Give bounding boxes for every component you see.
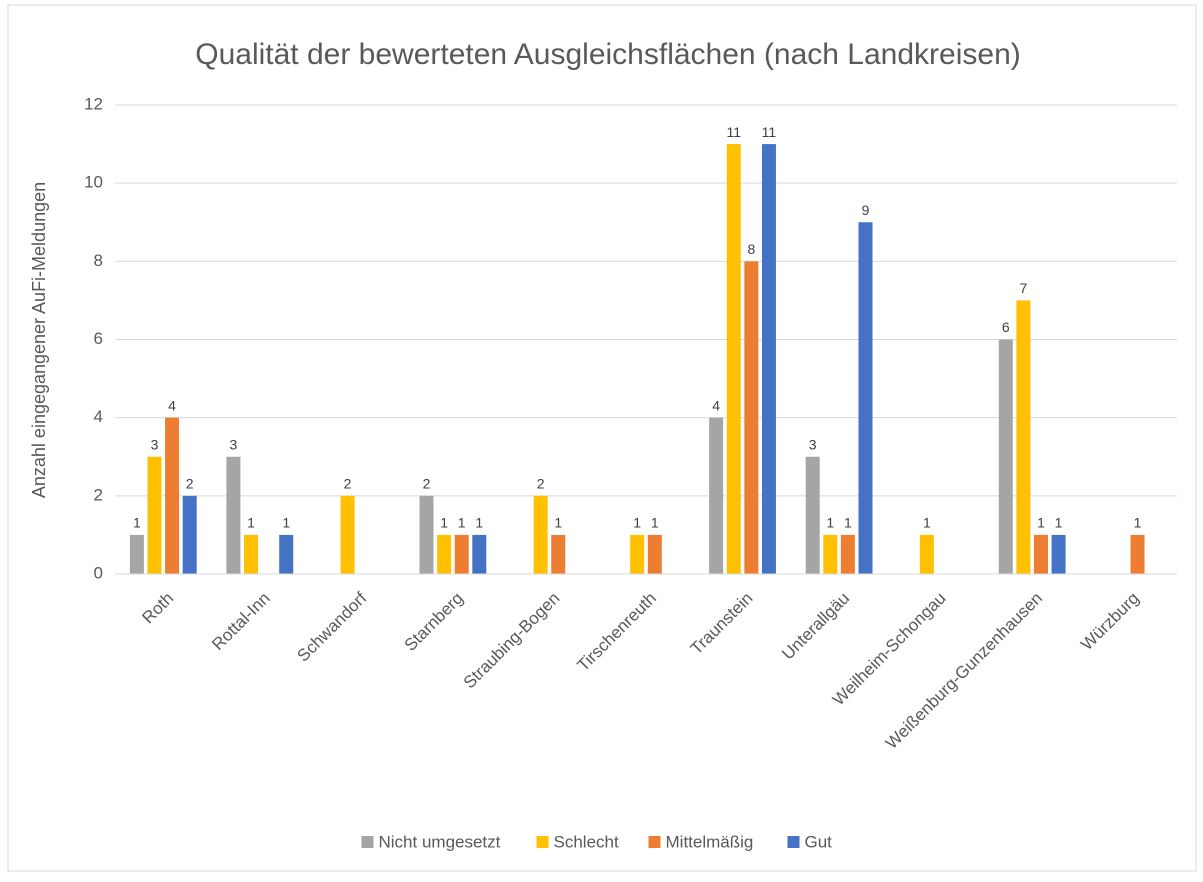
data-label: 1 xyxy=(458,515,466,531)
bar xyxy=(823,534,838,574)
bar xyxy=(419,495,434,574)
data-label: 1 xyxy=(1134,515,1142,531)
legend-label: Gut xyxy=(805,832,833,851)
data-label: 2 xyxy=(344,476,352,492)
y-tick-label: 6 xyxy=(94,329,103,348)
bar xyxy=(533,495,548,574)
chart-title: Qualität der bewerteten Ausgleichsfläche… xyxy=(195,38,1021,71)
bar xyxy=(340,495,355,574)
data-label: 3 xyxy=(151,436,159,452)
legend-label: Nicht umgesetzt xyxy=(379,832,501,851)
data-label: 1 xyxy=(133,515,141,531)
chart-border xyxy=(7,4,1197,872)
bar xyxy=(147,456,162,574)
data-label: 1 xyxy=(1037,515,1045,531)
data-label: 7 xyxy=(1019,280,1027,296)
bar xyxy=(761,144,776,575)
y-tick-label: 10 xyxy=(84,173,103,192)
data-label: 4 xyxy=(712,397,720,413)
bar xyxy=(454,534,469,574)
bar xyxy=(129,534,144,574)
data-label: 1 xyxy=(651,515,659,531)
y-tick-label: 12 xyxy=(84,94,103,113)
bar xyxy=(858,222,873,574)
data-label: 1 xyxy=(282,515,290,531)
data-label: 2 xyxy=(423,476,431,492)
bar xyxy=(437,534,452,574)
y-tick-label: 2 xyxy=(94,485,103,504)
data-label: 1 xyxy=(923,515,931,531)
data-label: 1 xyxy=(475,515,483,531)
y-tick-label: 8 xyxy=(94,251,103,270)
bar xyxy=(279,534,294,574)
data-label: 1 xyxy=(826,515,834,531)
legend-swatch xyxy=(361,836,374,848)
data-label: 4 xyxy=(168,397,176,413)
bar xyxy=(919,534,934,574)
bar xyxy=(472,534,487,574)
bar xyxy=(1130,534,1145,574)
data-label: 11 xyxy=(726,124,741,140)
bar xyxy=(244,534,259,574)
data-label: 2 xyxy=(537,476,545,492)
bar xyxy=(182,495,197,574)
bar xyxy=(744,261,759,574)
legend-label: Mittelmäßig xyxy=(666,832,754,851)
y-axis-title: Anzahl eingegangener AuFi-Meldungen xyxy=(29,182,49,498)
bar xyxy=(998,339,1013,574)
data-label: 1 xyxy=(633,515,641,531)
legend-swatch xyxy=(536,836,549,848)
data-label: 1 xyxy=(1055,515,1063,531)
bar xyxy=(647,534,662,574)
data-label: 1 xyxy=(247,515,255,531)
data-label: 1 xyxy=(440,515,448,531)
data-label: 3 xyxy=(230,436,238,452)
bar xyxy=(840,534,855,574)
bar xyxy=(226,456,241,574)
bar xyxy=(630,534,645,574)
data-label: 11 xyxy=(762,124,777,140)
data-label: 2 xyxy=(186,476,194,492)
legend-label: Schlecht xyxy=(554,832,619,851)
bar xyxy=(1051,534,1066,574)
y-tick-label: 0 xyxy=(94,563,103,582)
y-tick-label: 4 xyxy=(94,407,103,426)
data-label: 9 xyxy=(862,202,870,218)
bar xyxy=(551,534,566,574)
data-label: 1 xyxy=(554,515,562,531)
bar xyxy=(805,456,820,574)
legend-swatch xyxy=(787,836,800,848)
bar xyxy=(1033,534,1048,574)
data-label: 8 xyxy=(747,241,755,257)
legend-swatch xyxy=(648,836,661,848)
bar xyxy=(709,417,724,574)
data-label: 6 xyxy=(1002,319,1010,335)
data-label: 1 xyxy=(844,515,852,531)
bar xyxy=(1016,300,1031,574)
data-label: 3 xyxy=(809,436,817,452)
bar xyxy=(165,417,180,574)
bar xyxy=(726,144,741,575)
